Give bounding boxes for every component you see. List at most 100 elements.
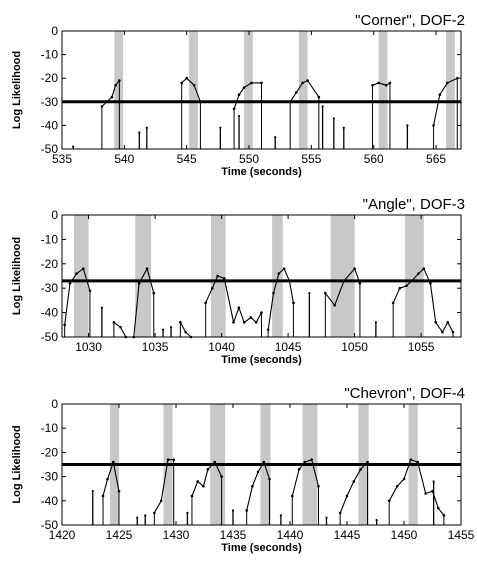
chart-3-data-point	[338, 511, 342, 515]
chart-2-x-axis-title: Time (seconds)	[221, 354, 302, 366]
chart-3-y-tick-label: 0	[51, 397, 58, 411]
chart-3-x-tick-label: 1420	[49, 528, 76, 542]
chart-1-data-point	[114, 83, 117, 87]
chart-1-spike-point	[219, 126, 222, 129]
chart-3-data-point	[112, 460, 115, 464]
chart-3-data-point	[106, 477, 109, 481]
chart-3-data-point	[352, 480, 356, 483]
chart-1-data-point	[317, 95, 321, 99]
chart-3-series-line	[153, 459, 174, 514]
chart-2-data-point	[112, 321, 116, 324]
chart-1-series-line	[433, 77, 458, 126]
chart-2-y-axis-title: Log Likelihood	[11, 237, 23, 315]
chart-1-y-tick-label: 0	[51, 24, 58, 38]
chart-3-data-point	[303, 460, 307, 464]
chart-3-x-axis-title: Time (seconds)	[221, 542, 302, 554]
chart-2-data-point	[446, 321, 450, 324]
chart-1-data-point	[432, 124, 435, 127]
chart-2-data-point	[242, 321, 246, 324]
chart-2-data-point	[184, 330, 187, 334]
chart-1-data-point	[438, 93, 442, 97]
chart-1-y-tick-label: -10	[41, 48, 59, 62]
chart-2-data-point	[81, 267, 85, 270]
chart-2-plot-frame	[61, 214, 462, 338]
chart-2-x-tick-label: 1035	[142, 340, 169, 354]
chart-2-data-point	[324, 291, 327, 295]
chart-3-y-tick-label: -20	[41, 445, 59, 459]
chart-3-y-tick-label: -50	[41, 518, 59, 532]
chart-3-data-point	[345, 494, 349, 498]
chart-1-data-point	[237, 93, 241, 97]
chart-3-data-point	[436, 506, 440, 510]
chart-3-data-point	[202, 484, 205, 488]
chart-3-data-point	[359, 468, 362, 471]
chart-2-data-point	[88, 289, 92, 292]
chart-1-data-point	[377, 81, 381, 85]
chart-1-data-point	[192, 83, 196, 87]
chart-2-data-point	[282, 267, 286, 270]
chart-1-data-point	[185, 76, 188, 80]
chart-3-data-point	[153, 511, 156, 515]
chart-3-data-point	[317, 484, 320, 488]
chart-2-data-point	[210, 286, 214, 290]
chart-3-spike-point	[279, 514, 282, 517]
chart-1-x-tick-label: 560	[364, 152, 384, 166]
chart-1-data-point	[180, 81, 183, 85]
chart-2-data-point	[272, 291, 275, 295]
chart-3-data-point	[190, 494, 194, 498]
chart-1-data-point	[388, 81, 392, 85]
chart-1-data-point	[306, 79, 309, 82]
chart-3-y-tick-label: -40	[41, 494, 59, 508]
chart-3-series-line	[102, 461, 120, 497]
chart-3-data-point	[251, 484, 254, 488]
chart-2-y-tick-label: -40	[41, 306, 59, 320]
chart-1-y-axis-title: Log Likelihood	[11, 51, 23, 129]
chart-2-data-point	[260, 311, 263, 314]
chart-1-data-point	[301, 81, 304, 85]
chart-2-data-point	[292, 301, 295, 305]
chart-2-series-line	[179, 322, 192, 338]
chart-2-data-point	[398, 286, 402, 290]
chart-2-shaded-interval	[405, 215, 424, 337]
chart-1-y-tick-label: -40	[41, 118, 59, 132]
chart-3-data-point	[213, 460, 217, 464]
chart-2-data-point	[391, 301, 395, 305]
chart-2-data-point	[152, 291, 156, 295]
chart-3-data-point	[395, 484, 399, 488]
chart-1-data-point	[371, 83, 374, 87]
chart-2-data-point	[179, 321, 182, 324]
chart-2-data-point	[75, 272, 78, 275]
chart-1-shaded-interval	[446, 31, 455, 149]
chart-2-data-point	[119, 325, 122, 329]
chart-1-x-tick-label: 550	[239, 152, 259, 166]
chart-3-x-tick-label: 1455	[448, 528, 475, 542]
chart-1-title: "Corner", DOF-2	[355, 12, 465, 29]
chart-2-data-point	[434, 321, 438, 324]
chart-2-data-point	[266, 328, 270, 331]
chart-3-y-axis-title: Log Likelihood	[11, 425, 23, 503]
chart-2-series-line	[113, 321, 127, 338]
chart-2-data-point	[405, 284, 408, 288]
chart-2-data-point	[429, 282, 432, 285]
chart-3-spike-point	[325, 516, 328, 519]
chart-3-data-point	[262, 460, 266, 464]
chart-2-data-point	[451, 330, 455, 334]
chart-1-data-point	[250, 81, 253, 85]
chart-3-data-point	[416, 460, 419, 464]
chart-1-y-tick-label: -30	[41, 95, 59, 109]
chart-1-spike-point	[145, 126, 148, 129]
chart-1-data-point	[118, 79, 121, 82]
chart-2-data-point	[137, 282, 141, 285]
chart-3-data-point	[424, 492, 427, 495]
chart-2-data-point	[417, 272, 420, 275]
chart-1-spike-point	[342, 126, 345, 129]
chart-1-shaded-interval	[378, 31, 388, 149]
chart-1-data-point	[232, 107, 236, 111]
chart-3-x-tick-label: 1440	[277, 528, 304, 542]
chart-2-data-point	[441, 330, 444, 334]
chart-2-y-tick-label: -30	[41, 281, 59, 295]
chart-2-y-tick-label: 0	[51, 208, 58, 222]
chart-3-data-point	[206, 468, 210, 471]
chart-1-x-axis-title: Time (seconds)	[221, 166, 302, 178]
chart-1-series-line	[372, 82, 391, 86]
